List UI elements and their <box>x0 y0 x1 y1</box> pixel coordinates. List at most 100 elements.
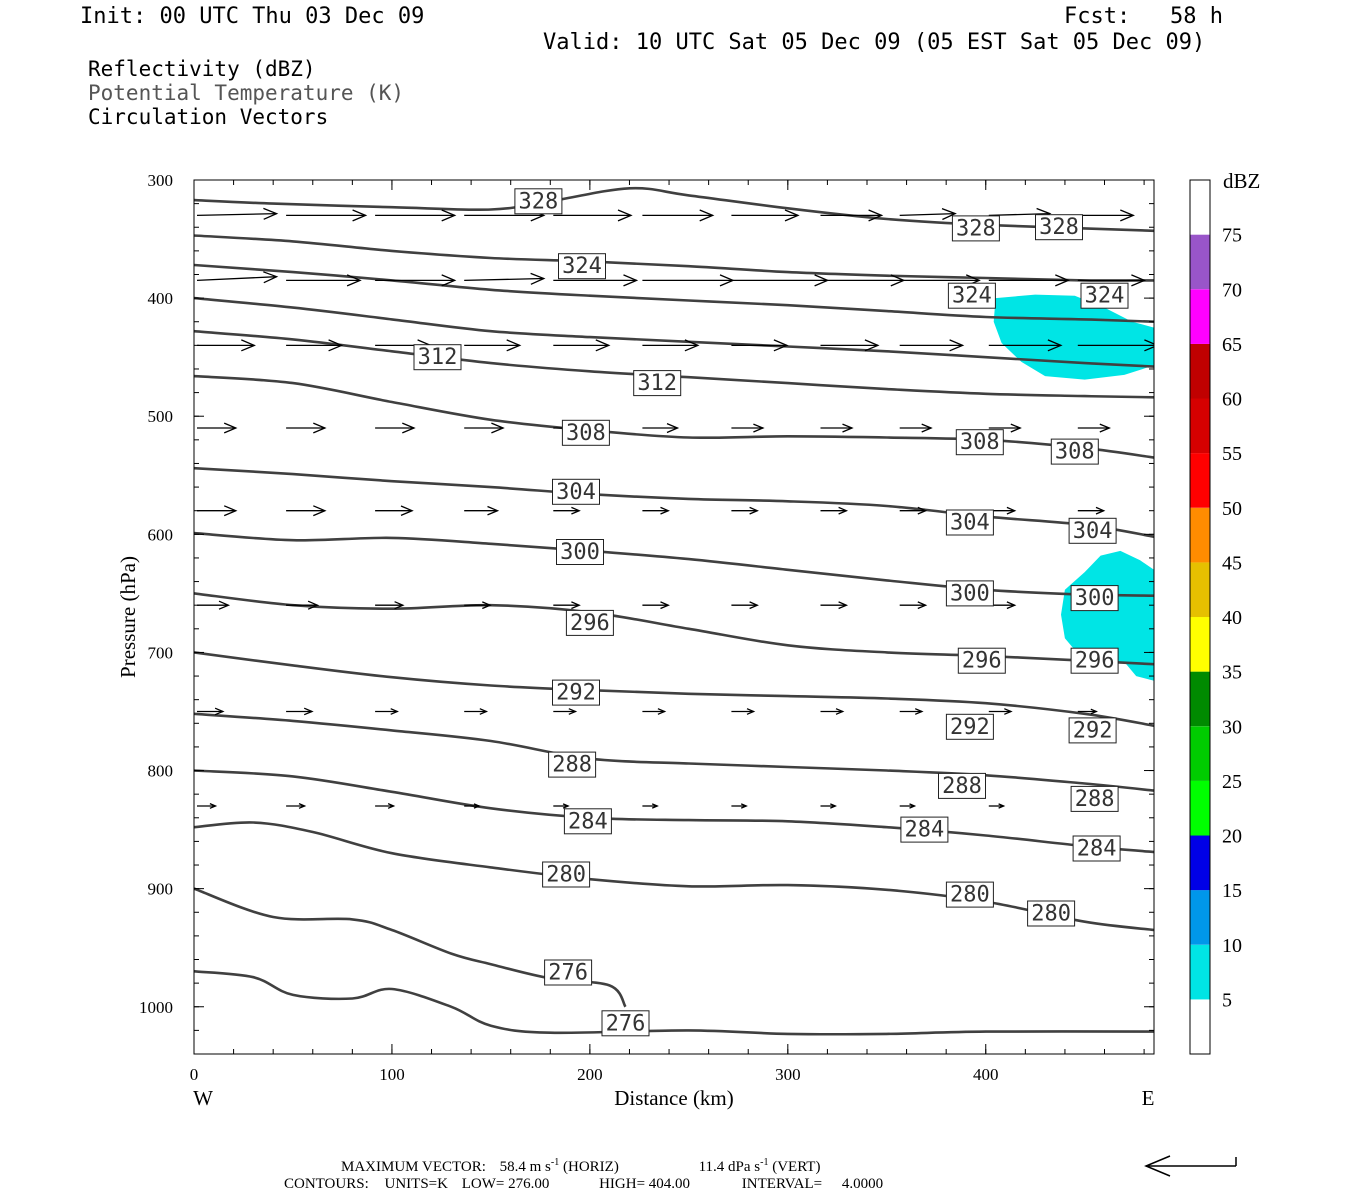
contours-interval-label: INTERVAL= <box>741 1176 823 1192</box>
contour-label: 300 <box>945 580 994 607</box>
contour-label-text: 304 <box>556 480 596 505</box>
colorbar-segment <box>1190 343 1210 399</box>
y-axis-title: Pressure (hPa) <box>116 556 140 678</box>
contours-low-value: 276.00 <box>508 1176 550 1192</box>
max-vector-vert-exp: -1 <box>760 1157 769 1168</box>
colorbar-label: 35 <box>1222 662 1242 684</box>
y-tick-label: 1000 <box>139 998 173 1017</box>
circulation-vector <box>988 803 1006 809</box>
contour-label: 304 <box>945 509 994 536</box>
y-tick-label: 500 <box>148 407 174 426</box>
circulation-vector <box>731 708 756 715</box>
colorbar-label: 60 <box>1222 389 1242 411</box>
contours-units: UNITS=K <box>384 1176 448 1192</box>
contour-label-text: 280 <box>1031 902 1071 927</box>
y-tick-label: 900 <box>148 880 174 899</box>
contour-label: 288 <box>548 751 597 778</box>
contours-high-label: HIGH= <box>599 1176 646 1192</box>
contours-interval-value: 4.0000 <box>841 1176 884 1192</box>
circulation-vector <box>1077 423 1111 433</box>
circulation-vector <box>375 209 457 222</box>
circulation-vector <box>197 803 218 809</box>
contour-label-text: 300 <box>560 540 600 565</box>
circulation-vector <box>464 505 500 516</box>
circulation-vector <box>642 506 670 515</box>
contour-label: 288 <box>1070 785 1119 812</box>
colorbar-label: 5 <box>1222 989 1232 1011</box>
circulation-vector <box>731 339 789 352</box>
circulation-vector <box>1077 506 1106 515</box>
contour-label: 308 <box>561 419 610 446</box>
contour-label: 300 <box>1070 585 1119 612</box>
circulation-vector <box>464 803 481 809</box>
circulation-vector <box>899 506 928 515</box>
contour-label: 304 <box>1068 517 1117 544</box>
circulation-vector <box>899 339 965 352</box>
contours-low-label: LOW= <box>461 1176 505 1192</box>
contour-label-text: 288 <box>942 774 982 799</box>
circulation-vector <box>197 422 238 434</box>
contour-label: 312 <box>413 344 462 371</box>
y-tick-label: 300 <box>148 171 174 190</box>
max-vector-vert-value: 11.4 dPa s <box>698 1159 761 1175</box>
contour-label-text: 324 <box>1085 284 1125 309</box>
circulation-vector <box>731 803 748 809</box>
colorbar-segment <box>1190 562 1210 618</box>
colorbar-label: 75 <box>1222 225 1242 247</box>
contour-label-text: 276 <box>606 1011 646 1036</box>
colorbar-segment <box>1190 234 1210 290</box>
circulation-vector <box>286 505 327 517</box>
theta-contour-292-9 <box>194 651 1154 727</box>
contour-label: 276 <box>544 959 593 986</box>
circulation-vector <box>375 803 396 809</box>
colorbar-label: 45 <box>1222 552 1242 574</box>
max-vector-label: MAXIMUM VECTOR: <box>341 1159 486 1175</box>
contours-high-value: 404.00 <box>648 1176 691 1192</box>
contour-label: 280 <box>1027 900 1076 927</box>
contour-label: 296 <box>1070 647 1119 674</box>
contour-label-text: 308 <box>960 430 1000 455</box>
contour-label: 308 <box>955 429 1004 456</box>
contour-label-text: 308 <box>1055 440 1095 465</box>
theta-contour-layer <box>194 186 1154 1036</box>
circulation-vector <box>1077 339 1154 352</box>
y-tick-label: 800 <box>148 762 174 781</box>
circulation-vector <box>375 708 399 715</box>
contour-label-text: 284 <box>568 809 608 834</box>
circulation-vector <box>197 600 231 610</box>
circulation-vector <box>820 339 880 352</box>
theta-contour-320-2 <box>194 263 1154 323</box>
contour-label-text: 280 <box>546 863 586 888</box>
circulation-vector <box>731 423 765 433</box>
colorbar-segment <box>1190 453 1210 508</box>
circulation-vector <box>820 423 854 433</box>
contour-label: 308 <box>1050 438 1099 465</box>
contour-label: 312 <box>633 370 682 397</box>
circulation-vector <box>642 274 735 287</box>
contour-label-text: 276 <box>548 961 588 986</box>
y-tick-label: 600 <box>148 525 174 544</box>
circulation-vector <box>899 601 928 610</box>
circulation-vector <box>553 506 581 515</box>
y-tick-label: 700 <box>148 643 174 662</box>
field-reflectivity-label: Reflectivity (dBZ) <box>88 57 316 81</box>
contour-label: 276 <box>601 1010 650 1036</box>
circulation-vector <box>642 209 715 222</box>
circulation-vector <box>553 803 570 809</box>
theta-contour-296-8 <box>194 592 1154 666</box>
circulation-vector <box>988 708 1013 715</box>
circulation-vector <box>286 803 307 809</box>
circulation-vector <box>820 708 845 715</box>
colorbar-label: 40 <box>1222 607 1242 629</box>
colorbar-segment <box>1190 944 1210 1000</box>
circulation-vector <box>642 601 670 610</box>
contour-label-text: 280 <box>950 883 990 908</box>
circulation-vector <box>196 207 279 220</box>
colorbar-segment <box>1190 180 1210 235</box>
circulation-vector <box>464 708 489 715</box>
init-time: Init: 00 UTC Thu 03 Dec 09 <box>80 4 425 29</box>
circulation-vector <box>731 209 800 222</box>
circulation-vector <box>375 505 414 516</box>
circulation-vector <box>899 207 957 221</box>
contour-label-text: 304 <box>1073 519 1113 544</box>
